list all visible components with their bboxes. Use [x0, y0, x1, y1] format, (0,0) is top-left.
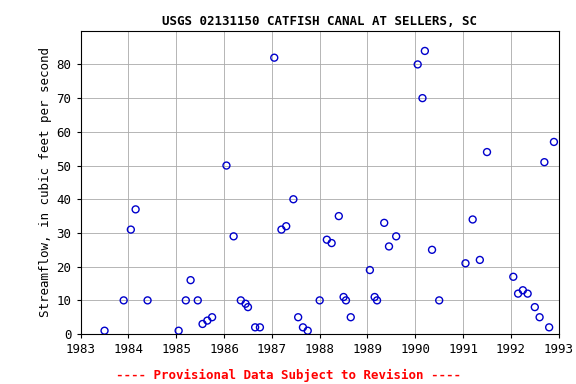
Text: ---- Provisional Data Subject to Revision ----: ---- Provisional Data Subject to Revisio… — [116, 369, 460, 382]
Point — [392, 233, 401, 239]
Point — [186, 277, 195, 283]
Point — [100, 328, 109, 334]
Point — [251, 324, 260, 330]
Point — [131, 206, 140, 212]
Point — [518, 287, 528, 293]
Point — [468, 217, 478, 223]
Point — [244, 304, 253, 310]
Point — [207, 314, 217, 320]
Point — [413, 61, 422, 68]
Point — [303, 328, 312, 334]
Point — [315, 297, 324, 303]
Point — [427, 247, 437, 253]
Point — [523, 291, 532, 297]
Point — [255, 324, 264, 330]
Point — [420, 48, 430, 54]
Point — [509, 274, 518, 280]
Point — [365, 267, 374, 273]
Y-axis label: Streamflow, in cubic feet per second: Streamflow, in cubic feet per second — [39, 47, 52, 318]
Point — [434, 297, 444, 303]
Point — [270, 55, 279, 61]
Point — [143, 297, 152, 303]
Point — [461, 260, 470, 266]
Point — [384, 243, 393, 250]
Point — [483, 149, 492, 155]
Title: USGS 02131150 CATFISH CANAL AT SELLERS, SC: USGS 02131150 CATFISH CANAL AT SELLERS, … — [162, 15, 477, 28]
Point — [513, 291, 522, 297]
Point — [181, 297, 191, 303]
Point — [346, 314, 355, 320]
Point — [342, 297, 351, 303]
Point — [475, 257, 484, 263]
Point — [282, 223, 291, 229]
Point — [370, 294, 379, 300]
Point — [418, 95, 427, 101]
Point — [174, 328, 183, 334]
Point — [222, 162, 231, 169]
Point — [535, 314, 544, 320]
Point — [373, 297, 382, 303]
Point — [550, 139, 559, 145]
Point — [203, 318, 212, 324]
Point — [241, 301, 250, 307]
Point — [380, 220, 389, 226]
Point — [193, 297, 202, 303]
Point — [327, 240, 336, 246]
Point — [289, 196, 298, 202]
Point — [294, 314, 303, 320]
Point — [277, 227, 286, 233]
Point — [544, 324, 554, 330]
Point — [334, 213, 343, 219]
Point — [236, 297, 245, 303]
Point — [198, 321, 207, 327]
Point — [530, 304, 540, 310]
Point — [126, 227, 135, 233]
Point — [298, 324, 308, 330]
Point — [229, 233, 238, 239]
Point — [339, 294, 348, 300]
Point — [119, 297, 128, 303]
Point — [540, 159, 549, 165]
Point — [322, 237, 331, 243]
